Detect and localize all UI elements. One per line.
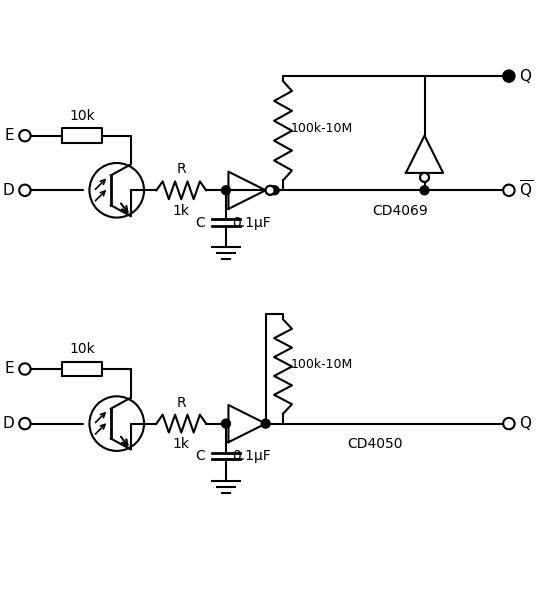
Text: $\overline{\mathrm{Q}}$: $\overline{\mathrm{Q}}$ (519, 179, 533, 201)
Text: CD4050: CD4050 (347, 437, 403, 452)
Text: R: R (177, 396, 186, 410)
Text: 100k-10M: 100k-10M (290, 122, 353, 135)
Circle shape (266, 186, 274, 194)
Text: 10k: 10k (69, 342, 95, 356)
Circle shape (420, 186, 429, 195)
Text: E: E (4, 361, 14, 377)
Circle shape (222, 186, 230, 195)
Text: 0.1μF: 0.1μF (232, 216, 271, 229)
Text: D: D (2, 416, 14, 431)
Text: 10k: 10k (69, 109, 95, 123)
Text: CD4069: CD4069 (372, 204, 427, 218)
Text: Q: Q (519, 69, 531, 84)
Text: 100k-10M: 100k-10M (290, 358, 353, 371)
Text: C: C (195, 216, 205, 229)
Circle shape (421, 174, 428, 181)
Text: C: C (195, 449, 205, 463)
Text: R: R (177, 162, 186, 176)
Circle shape (504, 72, 513, 81)
Circle shape (261, 419, 270, 428)
Circle shape (270, 186, 279, 195)
Text: 1k: 1k (173, 437, 190, 452)
Text: 0.1μF: 0.1μF (232, 449, 271, 463)
Text: D: D (2, 183, 14, 198)
Circle shape (222, 419, 230, 428)
Text: 1k: 1k (173, 204, 190, 218)
Text: Q: Q (519, 416, 531, 431)
Text: E: E (4, 128, 14, 143)
